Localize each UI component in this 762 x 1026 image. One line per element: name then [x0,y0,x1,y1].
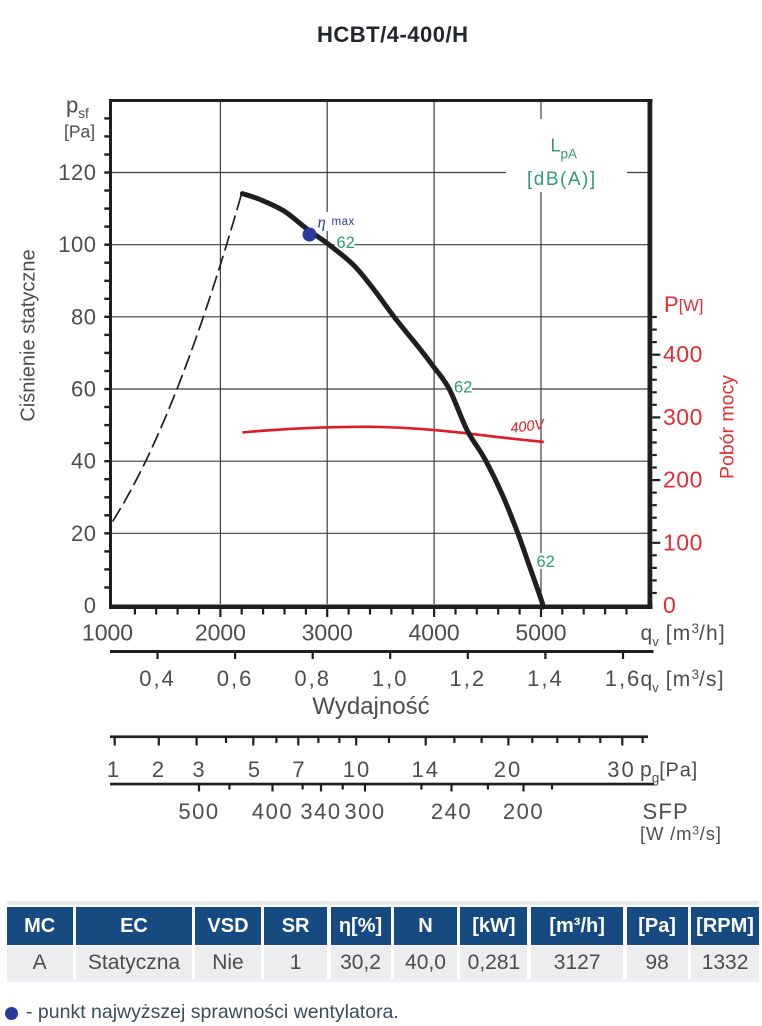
svg-text:0: 0 [663,592,676,618]
svg-text:7: 7 [292,757,306,782]
svg-text:η: η [318,213,326,232]
svg-text:200: 200 [503,799,544,824]
svg-text:200: 200 [663,467,703,493]
svg-text:2: 2 [152,757,166,782]
svg-text:340: 340 [300,799,341,824]
svg-text:qv [m3/s]: qv [m3/s] [641,667,725,695]
svg-text:qv [m3/h]: qv [m3/h] [641,621,726,649]
svg-text:120: 120 [58,160,96,185]
svg-text:1,4: 1,4 [527,666,564,691]
svg-text:Ciśnienie statyczne: Ciśnienie statyczne [18,249,40,421]
svg-text:20: 20 [494,757,522,782]
svg-text:1,0: 1,0 [372,666,409,691]
svg-text:100: 100 [663,529,703,555]
svg-text:[W /m3/s]: [W /m3/s] [640,823,722,844]
svg-text:240: 240 [431,799,472,824]
svg-text:0,4: 0,4 [139,666,176,691]
svg-text:2000: 2000 [195,620,246,646]
svg-text:1000: 1000 [82,620,133,646]
svg-text:20: 20 [71,521,96,546]
svg-text:1,2: 1,2 [450,666,487,691]
svg-text:14: 14 [411,757,439,782]
svg-text:[dB(A)]: [dB(A)] [527,169,597,190]
svg-text:3000: 3000 [302,620,353,646]
svg-text:80: 80 [71,304,96,329]
svg-text:SFP: SFP [643,799,689,824]
svg-text:5: 5 [248,757,262,782]
svg-text:Wydajność: Wydajność [312,693,429,720]
svg-text:400: 400 [252,799,293,824]
svg-text:0,8: 0,8 [294,666,331,691]
svg-text:pg[Pa]: pg[Pa] [640,759,698,786]
svg-text:62: 62 [454,379,472,397]
svg-text:max: max [332,216,355,228]
svg-text:500: 500 [178,799,219,824]
svg-text:1: 1 [107,757,121,782]
svg-text:1,6: 1,6 [605,666,642,691]
svg-text:10: 10 [343,757,371,782]
svg-text:4000: 4000 [409,620,460,646]
svg-text:40: 40 [71,449,96,474]
svg-text:[Pa]: [Pa] [64,122,95,142]
svg-text:0,6: 0,6 [217,666,254,691]
svg-text:60: 60 [71,377,96,402]
svg-text:62: 62 [337,234,355,252]
svg-text:3: 3 [192,757,206,782]
svg-text:100: 100 [58,232,96,257]
svg-text:30: 30 [607,757,635,782]
svg-text:300: 300 [344,799,385,824]
svg-text:62: 62 [537,553,555,571]
svg-text:400V: 400V [510,417,547,437]
svg-text:300: 300 [663,404,703,430]
svg-text:0: 0 [84,593,97,618]
svg-text:400: 400 [663,341,703,367]
svg-text:P[W]: P[W] [664,292,703,317]
svg-text:psf: psf [66,93,89,122]
svg-text:Pobór mocy: Pobór mocy [717,375,739,479]
svg-text:5000: 5000 [515,620,566,646]
